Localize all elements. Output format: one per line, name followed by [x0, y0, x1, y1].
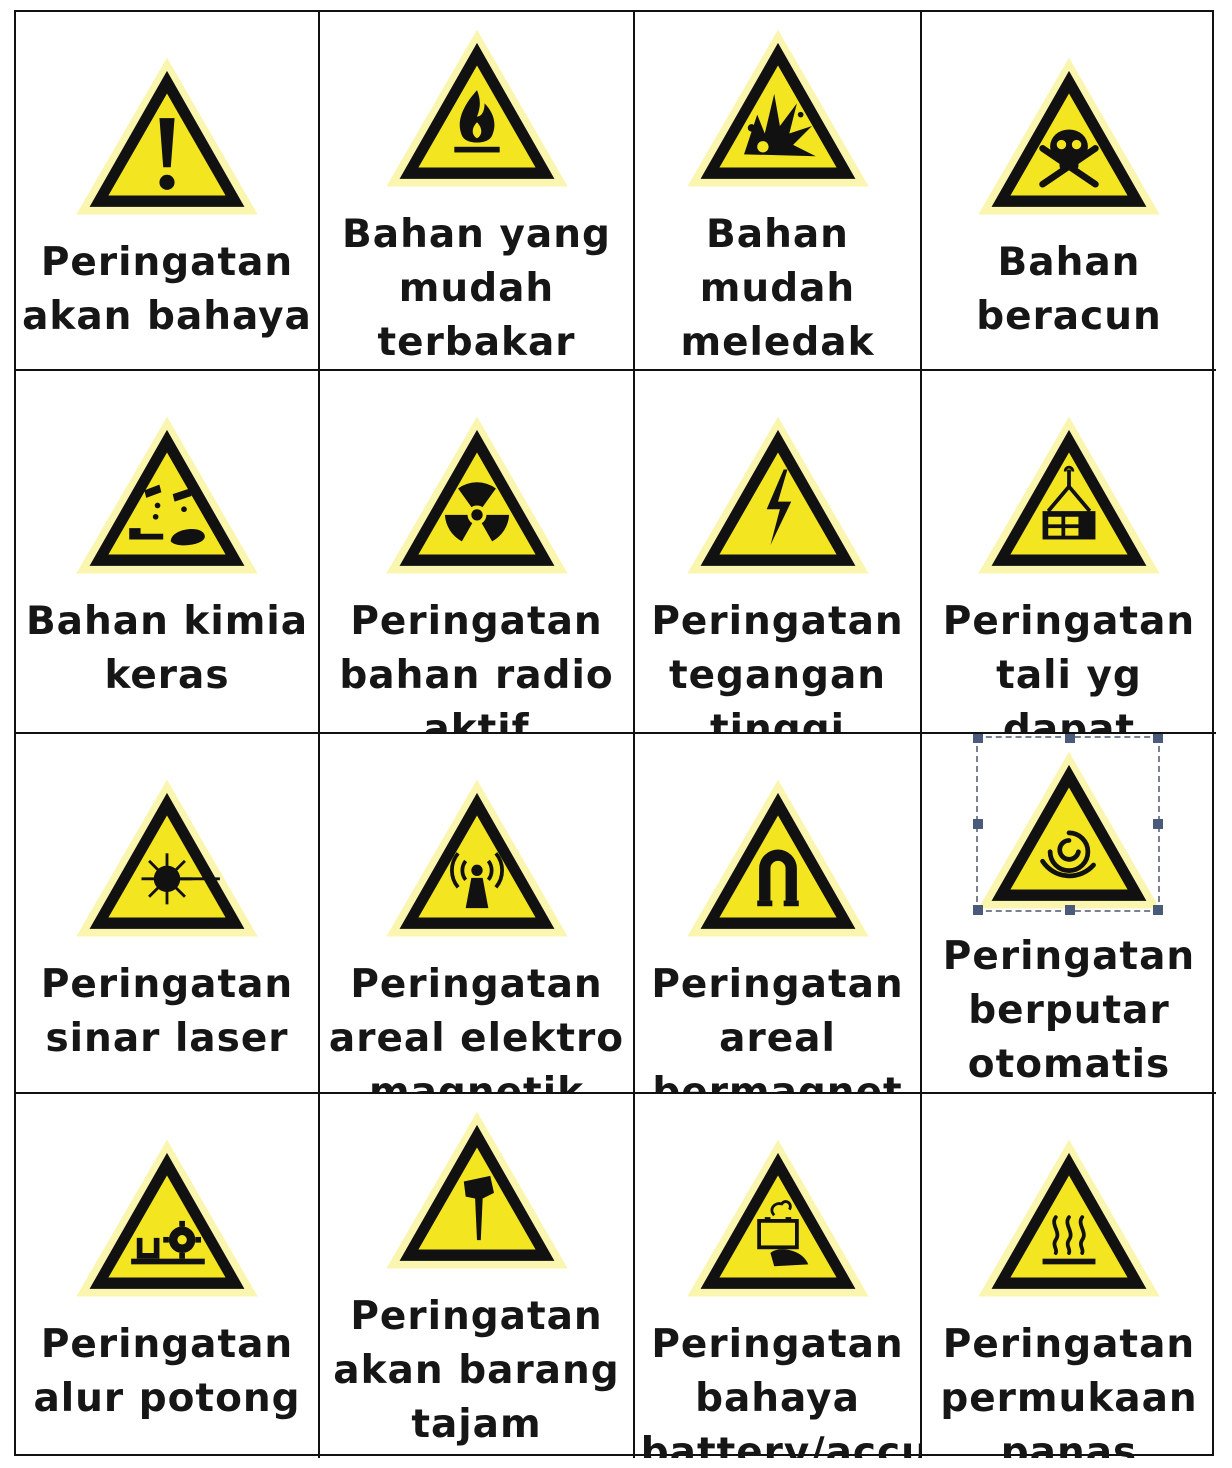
sign-cell: Peringatan tali yg dapat putus: [922, 371, 1216, 734]
skull-crossbones-icon: [978, 57, 1160, 215]
rotating-icon: [978, 751, 1160, 909]
radiation-icon: [385, 416, 568, 574]
sign-label: Peringatan bahan radio aktif: [339, 599, 614, 734]
sign-cell: Peringatan bahaya battery/accu: [635, 1094, 922, 1458]
suspended-load-icon: [978, 416, 1160, 574]
flame-icon: [385, 29, 568, 187]
lightning-icon: [686, 416, 869, 574]
sign-label: Peringatan tali yg dapat putus: [942, 599, 1196, 734]
hazard-sign-grid: Peringatan akan bahaya Bahan yang mudah …: [14, 10, 1216, 1458]
sign-cell: Peringatan areal bermagnet: [635, 734, 922, 1094]
sign-cell: Bahan yang mudah terbakar: [320, 12, 635, 371]
sign-label: Peringatan berputar otomatis: [942, 934, 1196, 1087]
sign-cell: Peringatan sinar laser: [16, 734, 320, 1094]
sign-label: Bahan beracun: [976, 240, 1162, 339]
sign-label: Bahan yang mudah terbakar: [342, 212, 611, 365]
sign-cell: Peringatan bahan radio aktif: [320, 371, 635, 734]
sign-label: Bahan kimia keras: [25, 599, 309, 698]
sign-label: Peringatan sinar laser: [40, 962, 294, 1061]
laser-icon: [76, 779, 258, 937]
sign-label: Peringatan bahaya battery/accu: [640, 1322, 922, 1458]
sign-cell: Peringatan areal elektro magnetik: [320, 734, 635, 1094]
explosion-icon: [686, 29, 869, 187]
sign-label: Peringatan alur potong: [33, 1322, 301, 1421]
selection-box[interactable]: [973, 734, 1163, 915]
sign-label: Bahan mudah meledak: [680, 212, 875, 365]
sign-label: Peringatan tegangan tinggi: [651, 599, 904, 734]
sign-cell: Peringatan alur potong: [16, 1094, 320, 1458]
corrosive-icon: [76, 416, 258, 574]
sign-cell: Peringatan akan bahaya: [16, 12, 320, 371]
sign-label: Peringatan permukaan panas: [940, 1322, 1198, 1458]
magnet-icon: [686, 779, 869, 937]
sign-cell: Peringatan permukaan panas: [922, 1094, 1216, 1458]
cutting-blade-icon: [76, 1139, 258, 1297]
sign-label: Peringatan areal bermagnet: [651, 962, 904, 1094]
sign-label: Peringatan akan bahaya: [22, 240, 312, 339]
sharp-object-icon: [385, 1111, 568, 1269]
sign-cell: Bahan mudah meledak: [635, 12, 922, 371]
battery-icon: [686, 1139, 869, 1297]
hot-surface-icon: [978, 1139, 1160, 1297]
exclamation-icon: [76, 57, 258, 215]
sign-cell: Peringatan akan barang tajam: [320, 1094, 635, 1458]
sign-label: Peringatan areal elektro magnetik: [328, 962, 625, 1094]
sign-cell: Peringatan tegangan tinggi: [635, 371, 922, 734]
sign-label: Peringatan akan barang tajam: [333, 1294, 620, 1447]
sign-cell: Peringatan berputar otomatis: [922, 734, 1216, 1094]
electromagnetic-icon: [385, 779, 568, 937]
sign-cell: Bahan kimia keras: [16, 371, 320, 734]
sign-cell: Bahan beracun: [922, 12, 1216, 371]
